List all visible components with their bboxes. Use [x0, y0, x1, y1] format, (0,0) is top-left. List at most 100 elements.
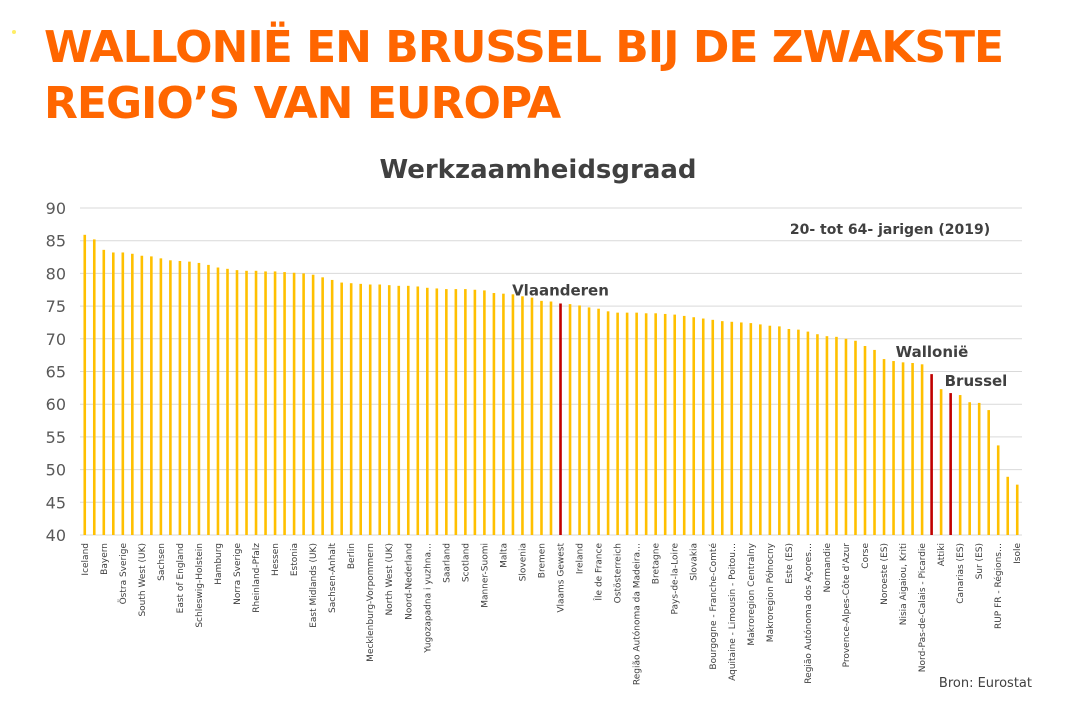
x-tick-label: Sur (ES) — [975, 543, 985, 579]
bar — [321, 277, 324, 535]
x-tick-label: South West (UK) — [138, 543, 148, 617]
bar — [1006, 476, 1010, 535]
bar — [949, 393, 952, 535]
bar — [445, 289, 448, 535]
bar — [426, 287, 429, 535]
x-tick-label: Hamburg — [214, 543, 224, 585]
bar — [178, 260, 182, 535]
bar — [635, 312, 638, 535]
bar — [873, 349, 876, 535]
bar — [882, 359, 886, 535]
bar — [816, 334, 819, 535]
bar — [930, 374, 933, 535]
x-tick-label: Bretagne — [652, 543, 662, 585]
x-tick-label: Bourgogne - Franche-Comté — [708, 543, 719, 670]
x-axis-labels: Iceland Bayern Östra Sverige South West (UK… — [81, 542, 1023, 685]
y-tick-label: 40 — [46, 526, 66, 545]
bar — [854, 340, 857, 535]
bar — [977, 402, 981, 535]
bar — [435, 288, 439, 535]
bar — [835, 336, 838, 535]
bar — [806, 331, 810, 535]
bar — [131, 253, 134, 535]
bar — [968, 402, 971, 535]
bar — [901, 362, 905, 535]
slide-bullet-dot — [12, 30, 16, 34]
x-tick-label: North West (UK) — [385, 543, 395, 616]
bar — [559, 303, 562, 535]
bar — [483, 290, 486, 535]
y-tick-label: 45 — [46, 493, 66, 512]
y-tick-label: 65 — [46, 363, 66, 382]
x-tick-label: Makroregion Północny — [765, 542, 776, 642]
bar — [340, 282, 343, 535]
bar — [397, 285, 401, 535]
bar — [521, 296, 524, 535]
y-tick-label: 85 — [46, 232, 66, 251]
bar — [673, 314, 676, 535]
bar — [863, 345, 867, 535]
bar — [273, 271, 277, 535]
bar — [197, 262, 201, 535]
bar — [701, 318, 705, 535]
bar — [730, 321, 734, 535]
x-tick-label: Sachsen — [157, 543, 167, 581]
bar — [150, 256, 153, 535]
y-axis: 40 45 50 55 60 65 70 75 80 85 90 — [46, 199, 66, 545]
bar — [226, 268, 229, 535]
bar — [549, 301, 553, 535]
bar — [1015, 484, 1019, 535]
employment-rate-chart: Werkzaamheidsgraad 20- tot 64- jarigen (… — [46, 155, 1024, 685]
x-tick-label: Região Autónoma dos Açores… — [803, 543, 814, 684]
slide-title-line-2: REGIO’S VAN EUROPA — [44, 78, 561, 129]
y-tick-label: 90 — [46, 199, 66, 218]
bar — [102, 249, 106, 535]
x-tick-label: Slovakia — [690, 543, 700, 581]
bar — [740, 322, 743, 535]
bar — [121, 252, 125, 536]
x-tick-label: Isole — [1013, 543, 1023, 564]
x-tick-label: Normandie — [823, 543, 833, 593]
x-tick-label: Rheinland-Pfalz — [252, 543, 262, 613]
x-tick-label: Slovenia — [518, 543, 528, 581]
bar — [216, 267, 220, 535]
bar — [892, 361, 895, 535]
bar — [368, 284, 372, 535]
bar — [207, 264, 210, 535]
x-tick-label: Malta — [499, 543, 509, 568]
bar — [939, 389, 943, 535]
x-tick-label: Aquitaine - Limousin - Poitou… — [728, 543, 738, 681]
bar — [330, 279, 334, 535]
bar — [568, 304, 572, 535]
bar — [292, 272, 296, 535]
source-note: Bron: Eurostat — [938, 676, 1032, 691]
bar — [406, 285, 410, 535]
bar — [616, 312, 619, 535]
x-tick-label: Região Autónoma da Madeira… — [632, 543, 643, 685]
annotation-label: Vlaanderen — [512, 281, 609, 299]
x-tick-label: East of England — [176, 543, 186, 613]
x-tick-label: Schleswig-Holstein — [195, 543, 205, 628]
bar — [787, 328, 791, 535]
bar — [254, 270, 258, 535]
x-tick-label: Île de France — [593, 543, 605, 602]
x-tick-label: Estonia — [290, 543, 300, 576]
bar — [749, 323, 753, 535]
bar — [625, 312, 629, 535]
bar — [283, 272, 286, 535]
x-tick-label: Attiki — [937, 543, 947, 566]
bar — [264, 271, 267, 535]
x-tick-label: Pays-de-la-Loire — [671, 543, 681, 615]
bar — [759, 324, 762, 535]
bar — [302, 273, 305, 535]
bar — [492, 293, 496, 535]
x-tick-label: Nisia Aigaiou, Kriti — [899, 543, 909, 625]
x-tick-label: Noord-Nederland — [404, 543, 414, 620]
x-tick-label: Mecklenburg-Vorpommern — [366, 543, 376, 662]
x-tick-label: Iceland — [81, 543, 91, 576]
x-tick-label: Bayern — [100, 543, 110, 575]
bar — [996, 445, 1000, 535]
bar — [578, 305, 581, 535]
y-tick-label: 55 — [46, 428, 66, 447]
bar — [540, 300, 543, 535]
